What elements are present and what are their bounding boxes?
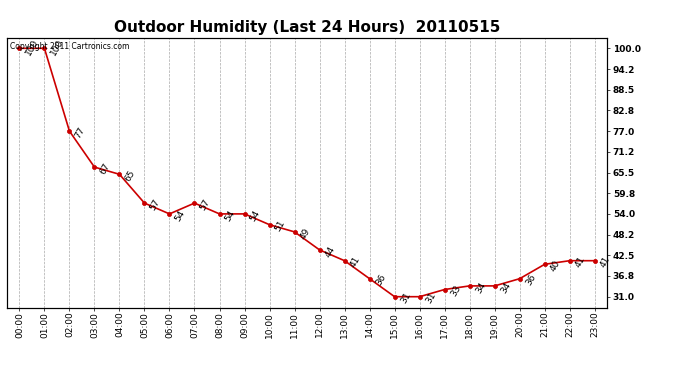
Text: 77: 77	[74, 125, 87, 140]
Text: 44: 44	[324, 244, 337, 259]
Text: 57: 57	[199, 197, 213, 212]
Text: 67: 67	[99, 161, 112, 176]
Text: 51: 51	[274, 219, 287, 233]
Text: 33: 33	[448, 284, 462, 298]
Text: 31: 31	[399, 291, 413, 305]
Text: 34: 34	[499, 280, 512, 295]
Text: 41: 41	[348, 255, 362, 269]
Text: 100: 100	[48, 38, 65, 57]
Text: 100: 100	[23, 38, 40, 57]
Text: 41: 41	[599, 255, 612, 269]
Text: 54: 54	[224, 208, 237, 223]
Text: 31: 31	[424, 291, 437, 305]
Text: 54: 54	[174, 208, 187, 223]
Text: Copyright 2011 Cartronics.com: Copyright 2011 Cartronics.com	[10, 42, 129, 51]
Text: 49: 49	[299, 226, 312, 241]
Text: 34: 34	[474, 280, 487, 295]
Title: Outdoor Humidity (Last 24 Hours)  20110515: Outdoor Humidity (Last 24 Hours) 2011051…	[114, 20, 500, 35]
Text: 57: 57	[148, 197, 162, 212]
Text: 54: 54	[248, 208, 262, 223]
Text: 36: 36	[524, 273, 538, 287]
Text: 36: 36	[374, 273, 387, 287]
Text: 65: 65	[124, 168, 137, 183]
Text: 41: 41	[574, 255, 587, 269]
Text: 40: 40	[549, 259, 562, 273]
